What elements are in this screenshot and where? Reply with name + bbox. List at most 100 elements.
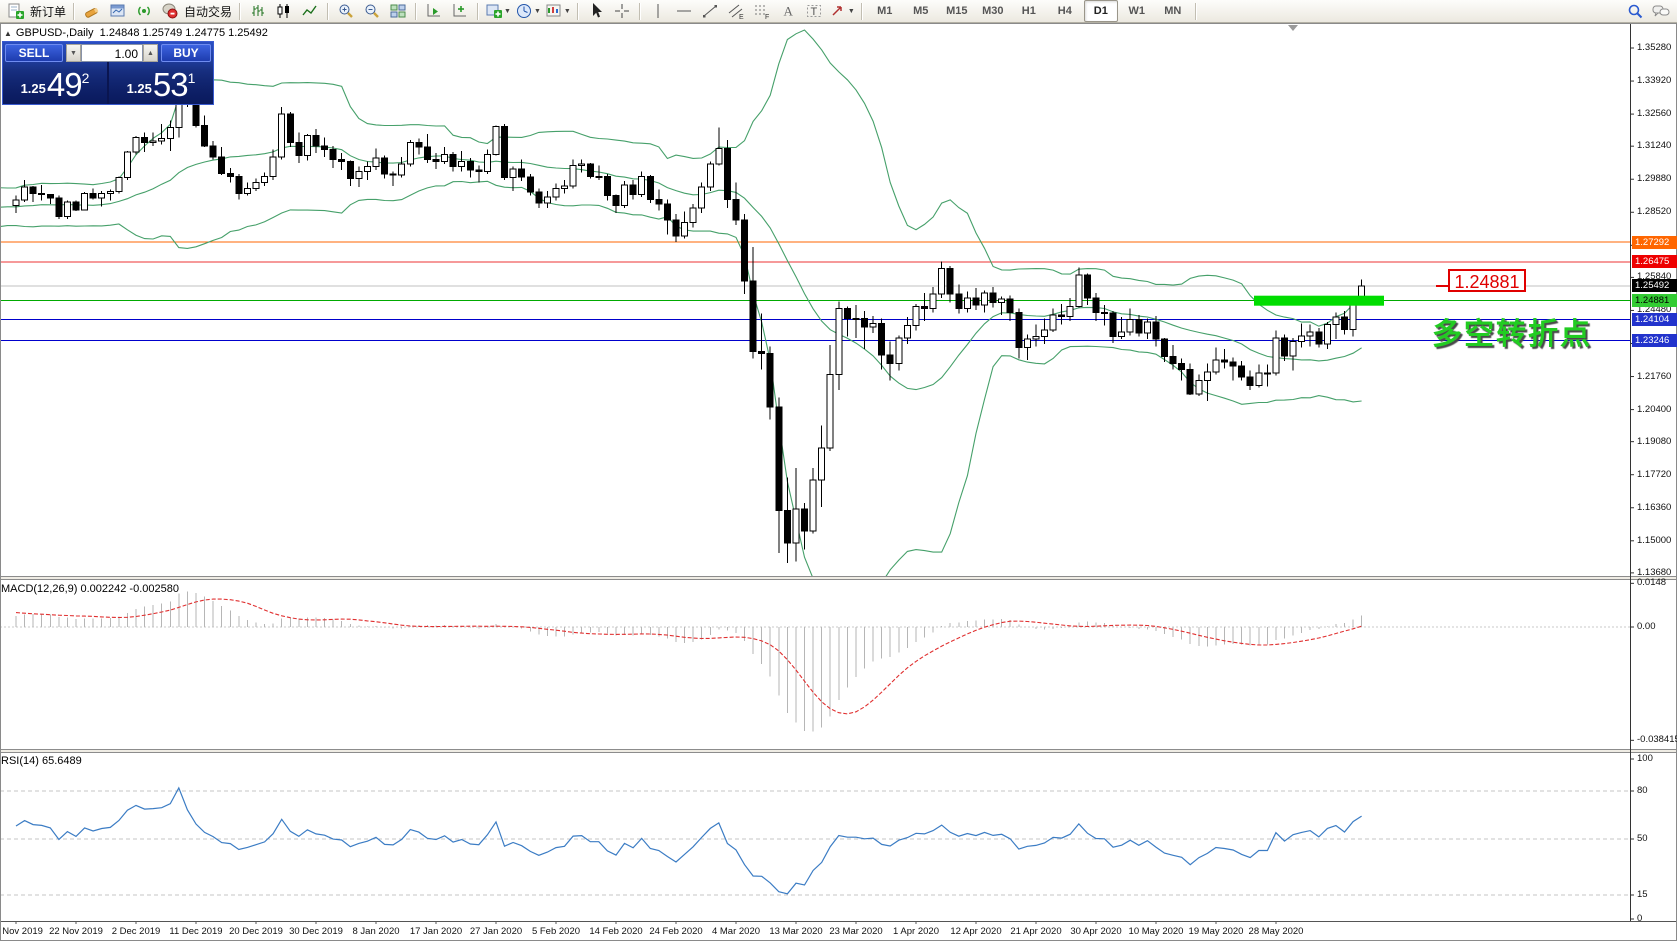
toolbar: 新订单 自动交易 (0, 0, 1677, 23)
price-axis[interactable]: 1.35280 1.33920 1.32560 1.31240 1.29880 1.285… (1630, 0, 1677, 942)
autotrading-button[interactable] (158, 0, 182, 22)
chat-icon[interactable] (1649, 0, 1673, 22)
auto-scroll-icon[interactable] (422, 0, 446, 22)
text-label-tool[interactable]: T (802, 0, 826, 22)
price-tick-label: 1.21760 (1637, 370, 1672, 382)
zoom-out-icon[interactable] (360, 0, 384, 22)
macd-indicator-label: MACD(12,26,9) 0.002242 -0.002580 (1, 583, 179, 595)
macd-tick-label: 0.00 (1637, 621, 1656, 632)
new-chart-dropdown[interactable]: ▼ (484, 0, 512, 22)
date-label: 24 Feb 2020 (649, 926, 703, 937)
svg-text:F: F (765, 14, 769, 20)
collapse-panel-icon[interactable]: ▲ (4, 29, 12, 38)
buy-price-sup: 1 (187, 70, 196, 86)
tf-h4-button[interactable]: H4 (1057, 5, 1072, 17)
price-tick-label: 1.25840 (1637, 271, 1672, 283)
tf-w1-button[interactable]: W1 (1128, 5, 1146, 17)
tf-m30-button[interactable]: M30 (982, 5, 1004, 17)
search-icon[interactable] (1623, 0, 1647, 22)
date-label: 4 Mar 2020 (711, 926, 761, 937)
time-axis[interactable]: 15 Nov 2019 22 Nov 2019 2 Dec 2019 11 Dec 2… (0, 924, 1630, 940)
sell-price[interactable]: 1.25 49 2 (3, 62, 107, 104)
date-label: 15 Nov 2019 (0, 926, 43, 937)
zoom-in-icon[interactable] (334, 0, 358, 22)
turning-point-note[interactable]: 多空转折点 (1432, 318, 1592, 351)
tile-windows-icon[interactable] (386, 0, 410, 22)
price-tick-label: 1.31240 (1637, 140, 1672, 152)
channel-tool[interactable]: E (724, 0, 748, 22)
price-tick-label: 1.24480 (1637, 304, 1672, 316)
separator (477, 2, 480, 20)
rsi-tick-label: 80 (1637, 785, 1648, 796)
bar-chart-icon[interactable] (246, 0, 270, 22)
level-price-badge: 1.24104 (1632, 313, 1677, 327)
tf-m5-button[interactable]: M5 (913, 5, 929, 17)
price-tick-label: 1.16360 (1637, 501, 1672, 513)
horizontal-line-tool[interactable] (672, 0, 696, 22)
autotrading-label[interactable]: 自动交易 (184, 4, 233, 19)
separator (239, 2, 242, 20)
svg-text:E: E (739, 14, 744, 20)
tf-h1-button[interactable]: H1 (1021, 5, 1036, 17)
symbol-period-label: GBPUSD-,Daily (15, 27, 94, 39)
styles-crayon-icon[interactable] (80, 0, 104, 22)
panel-divider (107, 62, 109, 104)
svg-text:A: A (783, 4, 793, 19)
volume-increase-button[interactable]: ▲ (143, 44, 158, 62)
date-label: 19 May 2020 (1188, 926, 1244, 937)
one-click-trading-panel: SELL ▼ 1.00 ▲ BUY 1.25 49 2 1.25 53 1 (2, 41, 214, 105)
date-label: 5 Feb 2020 (531, 926, 581, 937)
price-tick-label: 1.19080 (1637, 435, 1672, 447)
date-label: 21 Apr 2020 (1010, 926, 1062, 937)
separator (576, 2, 579, 20)
new-order-label[interactable]: 新订单 (30, 4, 67, 19)
level-price-badge: 1.24881 (1632, 294, 1677, 308)
arrows-dropdown[interactable]: ▼ (828, 0, 856, 22)
volume-decrease-button[interactable]: ▼ (66, 44, 81, 62)
signal-icon[interactable] (132, 0, 156, 22)
candlestick-chart-icon[interactable] (272, 0, 296, 22)
buy-button[interactable]: BUY (161, 44, 211, 62)
rsi-tick-label: 15 (1637, 889, 1648, 900)
vertical-line-tool[interactable] (646, 0, 670, 22)
timeframe-group: M1 M5 M15 M30 H1 H4 D1 W1 MN (867, 0, 1191, 22)
chart-shift-icon[interactable] (448, 0, 472, 22)
templates-dropdown[interactable]: ▼ (544, 0, 572, 22)
separator (327, 2, 330, 20)
level-price-badge: 1.26475 (1632, 255, 1677, 269)
tf-mn-button[interactable]: MN (1164, 5, 1182, 17)
separator (1194, 2, 1197, 20)
level-price-badge: 1.23246 (1632, 333, 1677, 347)
tf-d1-button[interactable]: D1 (1083, 0, 1118, 22)
date-label: 12 Apr 2020 (950, 926, 1002, 937)
trendline-tool[interactable] (698, 0, 722, 22)
line-chart-icon[interactable] (298, 0, 322, 22)
buy-price[interactable]: 1.25 53 1 (109, 62, 213, 104)
level-price-badge: 1.27292 (1632, 235, 1677, 249)
crosshair-tool[interactable] (610, 0, 634, 22)
volume-input[interactable]: 1.00 (81, 44, 143, 62)
chart-title: ▲ GBPUSD-,Daily 1.24848 1.25749 1.24775 1… (4, 27, 268, 39)
text-tool[interactable]: A (776, 0, 800, 22)
date-label: 28 May 2020 (1248, 926, 1304, 937)
new-order-button[interactable] (4, 0, 28, 22)
tf-m15-button[interactable]: M15 (946, 5, 968, 17)
price-tick-label: 1.17720 (1637, 468, 1672, 480)
buy-price-prefix: 1.25 (126, 81, 152, 96)
level-callout-label[interactable]: 1.24881 (1448, 269, 1526, 292)
date-label: 27 Jan 2020 (469, 926, 523, 937)
sell-button[interactable]: SELL (5, 44, 63, 62)
cursor-tool[interactable] (584, 0, 608, 22)
sell-price-sup: 2 (81, 70, 90, 86)
profiles-icon[interactable] (106, 0, 130, 22)
macd-tick-label: -0.038415 (1637, 734, 1677, 746)
price-tick-label: 1.20400 (1637, 403, 1672, 415)
periods-dropdown[interactable]: ▼ (514, 0, 542, 22)
rsi-tick-label: 0 (1637, 913, 1643, 924)
tf-m1-button[interactable]: M1 (877, 5, 893, 17)
date-label: 14 Feb 2020 (589, 926, 643, 937)
separator (415, 2, 418, 20)
fibonacci-tool[interactable]: F (750, 0, 774, 22)
